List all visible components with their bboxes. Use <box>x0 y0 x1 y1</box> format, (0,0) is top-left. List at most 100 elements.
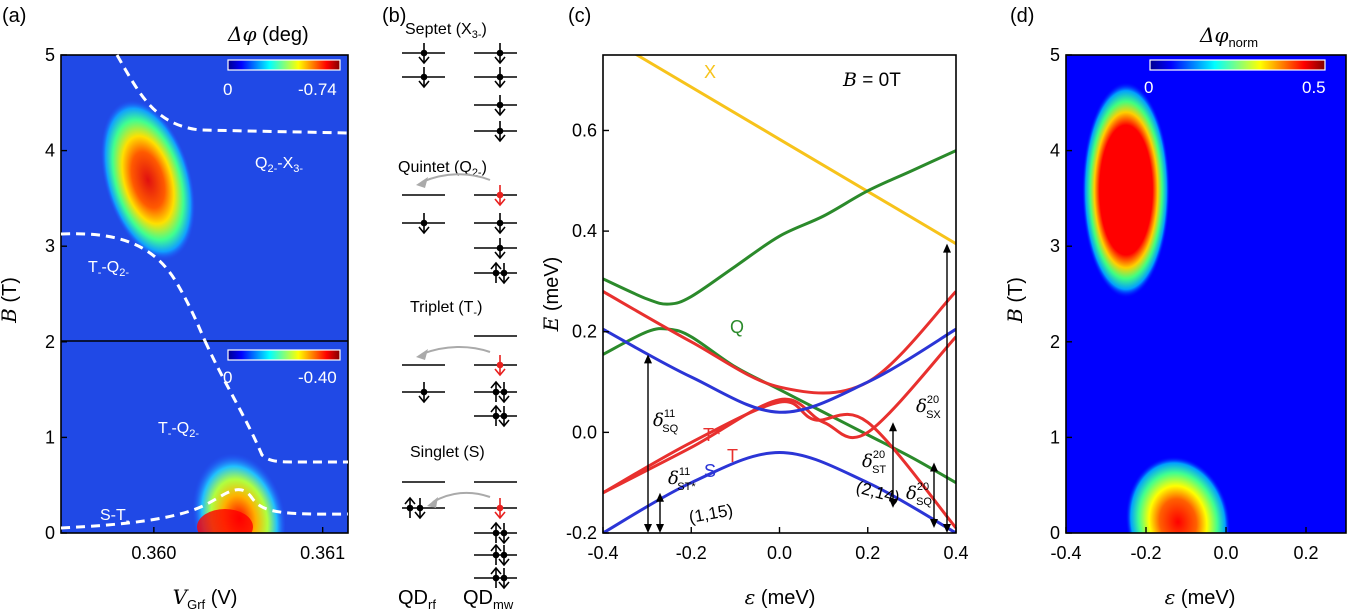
y-tick-label: 3 <box>45 236 55 256</box>
curve-label-q: Q <box>730 317 744 337</box>
quintet-title: Quintet (Q2-) <box>398 159 487 179</box>
y-tick-label: 5 <box>1050 45 1060 65</box>
panel-c-curves <box>603 55 956 533</box>
panel-d-xaxis: -0.4 -0.2 0.0 0.2 <box>1050 527 1319 563</box>
delta-sq20: δ20 SQ <box>906 481 932 508</box>
spin-down-icon <box>494 498 506 520</box>
y-tick-label: 0 <box>1050 523 1060 543</box>
panel-d-yaxis: 0 1 2 3 4 5 <box>1050 45 1072 543</box>
triplet-title: Triplet (T-) <box>410 299 482 319</box>
arrow-st20 <box>889 422 897 508</box>
y-tick-label: 1 <box>45 427 55 447</box>
panel-d-frame <box>1065 54 1347 534</box>
curve-tstar-3 <box>603 290 956 395</box>
y-tick-label: 5 <box>45 45 55 65</box>
y-tick-label: 0.6 <box>572 120 597 140</box>
septet-title: Septet (X3-) <box>405 21 487 41</box>
panel-c-gap-arrows <box>644 243 951 533</box>
panel-a-label: (a) <box>2 5 26 27</box>
panel-a-colorbar-bottom <box>227 349 341 361</box>
panel-c-xlabel: ε (meV) <box>745 585 816 609</box>
panel-b: (b) Septet (X3-) Quintet (Q2-) Triplet (… <box>382 5 517 612</box>
delta-sq11: δ11 SQ <box>653 408 679 435</box>
x-tick-label: -0.2 <box>676 543 707 563</box>
panel-d-label: (d) <box>1010 5 1034 27</box>
panel-a-ylabel: B (T) <box>0 277 21 324</box>
annot-q2x3: Q2--X3- <box>255 155 303 175</box>
panel-d-colorbar <box>1149 59 1326 71</box>
delta-st20: δ20 ST <box>862 449 886 476</box>
spin-down-icon <box>494 121 506 143</box>
panel-c-label: (c) <box>568 5 591 27</box>
panel-d-colorbar-title: Δφnorm <box>1199 23 1258 50</box>
x-tick-label: 0.0 <box>1213 543 1238 563</box>
x-tick-label: 0.360 <box>131 543 176 563</box>
annot-st: S-T- <box>100 507 130 527</box>
x-tick-label: -0.4 <box>1050 543 1081 563</box>
spin-down-icon <box>414 498 426 520</box>
panel-a-yaxis: 0 1 2 3 4 5 <box>45 45 67 543</box>
singlet-title: Singlet (S) <box>410 444 485 461</box>
y-tick-label: 1 <box>1050 427 1060 447</box>
arrow-sx20 <box>943 243 951 533</box>
field-label: B = 0T <box>842 69 901 91</box>
qd-mw-label: QDmw <box>463 587 514 612</box>
curve-x-0 <box>634 55 956 245</box>
panel-c: (c) -0.20.00.20.40.6 -0.4 -0.2 0.0 0.2 0.4 B… <box>539 5 969 609</box>
x-tick-label: -0.4 <box>587 543 618 563</box>
curve-label-s: S <box>704 461 716 481</box>
panel-a-guide-tq-top <box>60 232 207 342</box>
panel-b-label: (b) <box>382 5 406 27</box>
panel-a-colorbar-title: Δφ (deg) <box>227 22 309 46</box>
delta-sx20: δ20 SX <box>916 394 941 421</box>
y-tick-label: 2 <box>45 332 55 352</box>
spin-down-icon <box>494 238 506 260</box>
x-tick-label: -0.2 <box>1130 543 1161 563</box>
panel-a-heatmap <box>61 55 348 533</box>
spin-down-icon <box>494 185 506 207</box>
panel-d-heatmap <box>1066 55 1346 533</box>
arrow-sq20 <box>930 462 938 528</box>
curve-label-tstar: T* <box>703 425 721 445</box>
panel-a-xlabel: VGrf (V) <box>173 585 238 612</box>
panel-c-xaxis: -0.4 -0.2 0.0 0.2 0.4 <box>587 527 969 563</box>
y-tick-label: 0 <box>45 523 55 543</box>
panel-a-guide-tq-bottom <box>203 340 348 464</box>
panel-a-colorbar-top <box>227 59 341 71</box>
spin-pair-icon <box>490 380 510 404</box>
panel-c-yaxis: -0.2 0.0 0.2 0.4 0.6 <box>566 120 609 543</box>
spin-pair-icon <box>490 521 510 545</box>
panel-d-colorbar-max: 0.5 <box>1302 78 1326 97</box>
energy-level-diagram <box>402 43 517 590</box>
transition-arrow-triplet <box>421 345 491 355</box>
delta-st11: δ11 ST* <box>668 466 696 493</box>
y-tick-label: -0.2 <box>566 523 597 543</box>
x-tick-label: 0.0 <box>767 543 792 563</box>
spin-pair-icon <box>490 566 510 590</box>
y-tick-label: 0.2 <box>572 322 597 342</box>
panel-d-colorbar-min: 0 <box>1144 78 1153 97</box>
spin-pair-icon <box>490 404 510 428</box>
qd-rf-label: QDrf <box>398 587 436 612</box>
spin-down-icon <box>418 213 430 235</box>
panel-c-ylabel: E (meV) <box>539 257 563 333</box>
spin-down-icon <box>494 213 506 235</box>
panel-a-colorbar-top-min: 0 <box>223 80 232 99</box>
arrow-sq11 <box>644 354 652 533</box>
spin-down-icon <box>494 355 506 377</box>
x-tick-label: 0.2 <box>1293 543 1318 563</box>
panel-a-xaxis: 0.360 0.361 <box>131 527 345 563</box>
x-tick-label: 0.361 <box>300 543 345 563</box>
spin-pair-icon <box>490 543 510 567</box>
y-tick-label: 2 <box>1050 332 1060 352</box>
curve-q-1 <box>603 149 956 306</box>
y-tick-label: 4 <box>1050 141 1060 161</box>
transition-arrow-singlet <box>432 491 491 503</box>
panel-a-colorbar-top-max: -0.74 <box>298 80 337 99</box>
curve-tstar-4 <box>603 335 956 495</box>
panel-a-frame <box>60 54 349 534</box>
spin-down-icon <box>418 43 430 65</box>
